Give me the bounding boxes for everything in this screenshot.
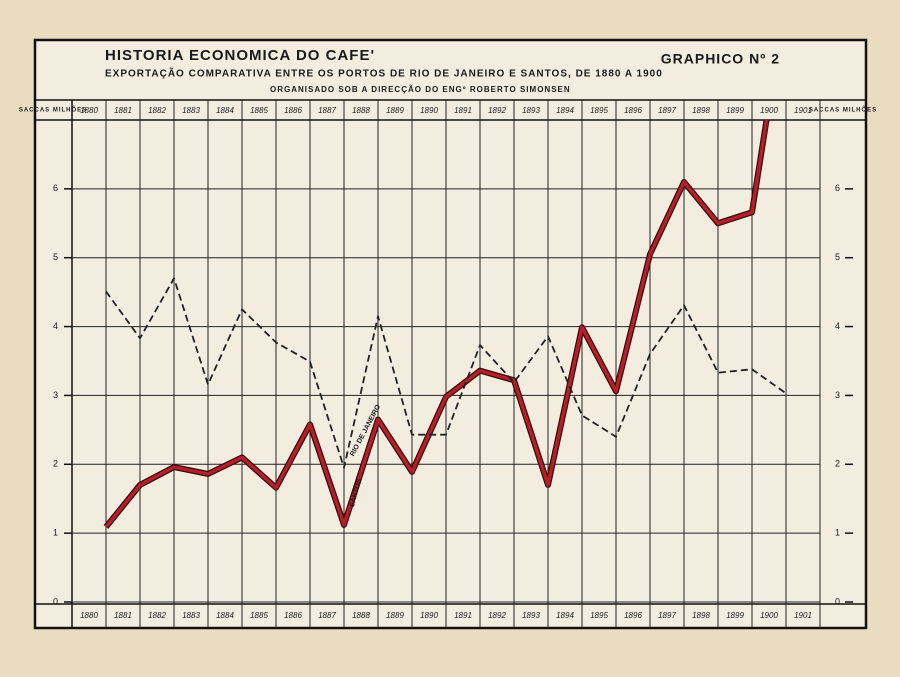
x-tick-label-top: 1884 (216, 106, 234, 115)
x-tick-label-top: 1890 (420, 106, 438, 115)
x-tick-label-bottom: 1900 (760, 611, 778, 620)
x-tick-label-bottom: 1893 (522, 611, 540, 620)
y-tick-label-right: 0 (835, 596, 840, 606)
x-tick-label-bottom: 1881 (114, 611, 132, 620)
y-tick-label-right: 5 (835, 252, 840, 262)
x-tick-label-bottom: 1883 (182, 611, 200, 620)
y-tick-label-right: 1 (835, 528, 840, 538)
y-axis-label-right: SACCAS MILHÕES (809, 107, 877, 114)
x-tick-label-bottom: 1890 (420, 611, 438, 620)
x-tick-label-top: 1885 (250, 106, 268, 115)
x-tick-label-bottom: 1887 (318, 611, 336, 620)
x-tick-label-bottom: 1897 (658, 611, 676, 620)
x-tick-label-bottom: 1888 (352, 611, 370, 620)
x-tick-label-top: 1883 (182, 106, 200, 115)
y-tick-label: 1 (53, 528, 58, 538)
x-tick-label-top: 1889 (386, 106, 404, 115)
y-tick-label: 2 (53, 459, 58, 469)
x-tick-label-top: 1893 (522, 106, 540, 115)
y-tick-label-right: 2 (835, 459, 840, 469)
x-tick-label-bottom: 1884 (216, 611, 234, 620)
x-tick-label-bottom: 1886 (284, 611, 302, 620)
y-axis-label: SACCAS MILHÕES (19, 107, 87, 114)
x-tick-label-top: 1895 (590, 106, 608, 115)
x-tick-label-top: 1894 (556, 106, 574, 115)
y-tick-label-right: 3 (835, 390, 840, 400)
x-tick-label-top: 1887 (318, 106, 336, 115)
x-tick-label-bottom: 1901 (794, 611, 812, 620)
chart-subtitle: EXPORTAÇÃO COMPARATIVA ENTRE OS PORTOS D… (105, 67, 663, 80)
x-tick-label-bottom: 1894 (556, 611, 574, 620)
x-tick-label-bottom: 1896 (624, 611, 642, 620)
x-tick-label-top: 1892 (488, 106, 506, 115)
y-tick-label-right: 4 (835, 321, 840, 331)
x-tick-label-top: 1901 (794, 106, 812, 115)
x-tick-label-bottom: 1882 (148, 611, 166, 620)
x-tick-label-bottom: 1892 (488, 611, 506, 620)
chart-title: HISTORIA ECONOMICA DO CAFE' (105, 47, 375, 64)
x-tick-label-top: 1880 (80, 106, 98, 115)
x-tick-label-bottom: 1891 (454, 611, 472, 620)
plot-area (103, 120, 787, 529)
x-tick-label-top: 1881 (114, 106, 132, 115)
y-tick-label: 5 (53, 252, 58, 262)
x-tick-label-top: 1886 (284, 106, 302, 115)
series-line (104, 120, 769, 529)
x-tick-label-top: 1900 (760, 106, 778, 115)
graph-number: GRAPHICO Nº 2 (661, 51, 780, 67)
y-tick-label-right: 6 (835, 183, 840, 193)
chart-frame (33, 38, 868, 630)
x-tick-label-top: 1896 (624, 106, 642, 115)
x-tick-label-top: 1888 (352, 106, 370, 115)
x-tick-label-top: 1899 (726, 106, 744, 115)
series-line (105, 277, 787, 469)
x-tick-label-bottom: 1889 (386, 611, 404, 620)
x-tick-label-top: 1882 (148, 106, 166, 115)
y-tick-label: 6 (53, 183, 58, 193)
x-tick-label-top: 1897 (658, 106, 676, 115)
x-tick-label-bottom: 1880 (80, 611, 98, 620)
y-tick-label: 4 (53, 321, 58, 331)
y-tick-label: 0 (53, 596, 58, 606)
chart-credit: ORGANISADO SOB A DIRECÇÃO DO ENGº ROBERT… (270, 85, 571, 94)
x-tick-label-bottom: 1895 (590, 611, 608, 620)
x-tick-label-bottom: 1885 (250, 611, 268, 620)
x-tick-label-top: 1898 (692, 106, 710, 115)
x-tick-label-top: 1891 (454, 106, 472, 115)
y-tick-label: 3 (53, 390, 58, 400)
x-tick-label-bottom: 1898 (692, 611, 710, 620)
x-tick-label-bottom: 1899 (726, 611, 744, 620)
